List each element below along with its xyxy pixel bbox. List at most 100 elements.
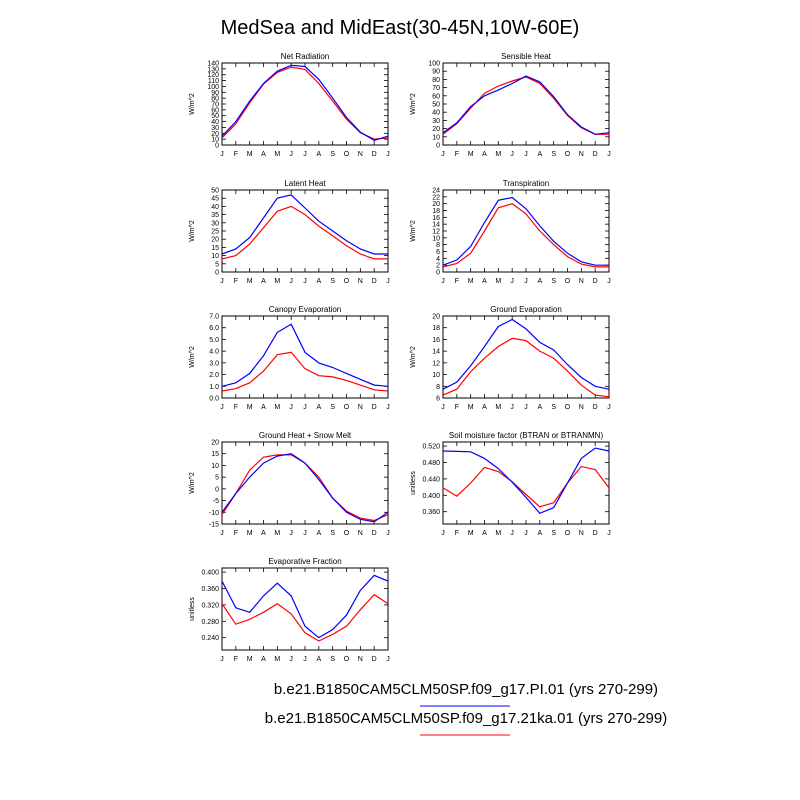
y-tick-label: 12 [432, 229, 440, 236]
x-tick-label: A [537, 278, 542, 285]
x-tick-label: J [524, 278, 528, 285]
x-tick-label: M [468, 278, 474, 285]
x-tick-label: J [510, 278, 514, 285]
series-line-pi-transpiration [442, 196, 609, 266]
x-tick-label: F [455, 151, 459, 158]
panel-title-soil-moisture-factor-btran-or-btranmn: Soil moisture factor (BTRAN or BTRANMN) [449, 431, 604, 440]
y-tick-label: 14 [432, 222, 440, 229]
x-tick-label: D [593, 278, 598, 285]
x-tick-label: M [495, 151, 501, 158]
x-tick-label: N [579, 530, 584, 537]
y-tick-label: 25 [211, 229, 219, 236]
x-tick-label: J [289, 151, 293, 158]
y-tick-label: 40 [211, 119, 219, 126]
plot-frame-evaporative-fraction [221, 567, 389, 651]
x-tick-label: O [344, 151, 350, 158]
y-tick-label: 5 [215, 261, 219, 268]
y-tick-label: 110 [208, 78, 219, 85]
y-tick-label: 90 [432, 69, 440, 76]
x-tick-label: J [510, 530, 514, 537]
panel-title-canopy-evaporation: Canopy Evaporation [269, 305, 342, 314]
legend-label-pi: b.e21.B1850CAM5CLM50SP.f09_g17.PI.01 (yr… [274, 681, 658, 698]
x-tick-label: J [524, 151, 528, 158]
y-tick-label: 0.520 [422, 444, 440, 451]
x-tick-label: D [372, 530, 377, 537]
panel-title-latent-heat: Latent Heat [284, 179, 326, 188]
x-tick-label: M [274, 656, 280, 663]
x-tick-label: M [274, 151, 280, 158]
x-tick-label: S [330, 404, 335, 411]
series-line-pi-net-radiation [221, 64, 389, 141]
y-axis-label-evaporative-fraction: unitless [189, 597, 196, 621]
y-tick-label: 10 [432, 235, 440, 242]
y-tick-label: 0.320 [201, 602, 219, 609]
panel-title-ground-evaporation: Ground Evaporation [490, 305, 562, 314]
y-tick-label: 60 [432, 93, 440, 100]
y-tick-label: -15 [209, 522, 219, 529]
y-tick-label: -10 [209, 510, 219, 517]
x-tick-label: M [468, 151, 474, 158]
x-tick-label: J [607, 404, 611, 411]
series-line-pi-latent-heat [221, 194, 388, 255]
y-tick-label: 0.280 [201, 619, 219, 626]
x-tick-label: M [247, 151, 253, 158]
x-tick-label: D [593, 404, 598, 411]
y-axis-label-sensible-heat: W/m^2 [410, 93, 417, 115]
y-tick-label: 15 [211, 245, 219, 252]
x-tick-label: A [537, 151, 542, 158]
x-tick-label: D [372, 656, 377, 663]
x-tick-label: J [220, 151, 224, 158]
y-tick-label: 4 [436, 256, 440, 263]
y-tick-label: 18 [432, 325, 440, 332]
y-tick-label: 18 [432, 208, 440, 215]
y-tick-label: 20 [211, 440, 219, 447]
x-tick-label: J [386, 278, 390, 285]
series-line-21ka-net-radiation [221, 66, 389, 140]
y-tick-label: 2.0 [209, 372, 219, 379]
x-tick-label: J [220, 278, 224, 285]
plot-frame-soil-moisture-factor-btran-or-btranmn [442, 441, 610, 525]
panel-evaporative-fraction: Evaporative Fraction 0.240 0.280 0.320 0.360… [189, 557, 390, 663]
x-tick-label: O [565, 530, 571, 537]
y-tick-label: 80 [432, 77, 440, 84]
x-tick-label: D [593, 530, 598, 537]
x-tick-label: A [261, 530, 266, 537]
x-tick-label: S [551, 530, 556, 537]
x-tick-label: S [330, 656, 335, 663]
x-tick-label: S [551, 278, 556, 285]
x-tick-label: N [358, 656, 363, 663]
y-tick-label: 0.400 [201, 570, 219, 577]
x-tick-label: A [482, 151, 487, 158]
y-tick-label: 50 [211, 113, 219, 120]
x-tick-label: F [234, 656, 238, 663]
plot-frame-transpiration [442, 189, 610, 273]
plot-frame-sensible-heat [442, 62, 610, 146]
y-tick-label: 8 [436, 384, 440, 391]
y-tick-label: 0 [215, 143, 219, 150]
series-line-21ka-evaporative-fraction [221, 593, 389, 642]
x-tick-label: J [386, 656, 390, 663]
x-tick-label: A [482, 530, 487, 537]
x-tick-label: M [247, 530, 253, 537]
x-tick-label: J [220, 404, 224, 411]
y-tick-label: 20 [432, 201, 440, 208]
y-tick-label: 5.0 [209, 337, 219, 344]
x-tick-label: N [579, 278, 584, 285]
series-line-21ka-ground-heat-snow-melt [221, 454, 389, 522]
y-tick-label: 0.440 [422, 476, 440, 483]
y-tick-label: 120 [207, 72, 219, 79]
x-tick-label: M [274, 278, 280, 285]
x-tick-label: A [537, 404, 542, 411]
x-tick-label: J [289, 278, 293, 285]
x-tick-label: S [551, 151, 556, 158]
series-line-pi-evaporative-fraction [221, 574, 389, 639]
x-tick-label: M [495, 530, 501, 537]
y-tick-label: 20 [432, 126, 440, 133]
x-tick-label: J [303, 530, 307, 537]
x-tick-label: J [607, 151, 611, 158]
y-tick-label: 6 [436, 396, 440, 403]
x-tick-label: S [330, 151, 335, 158]
y-tick-label: 2 [436, 263, 440, 270]
x-tick-label: A [316, 404, 321, 411]
